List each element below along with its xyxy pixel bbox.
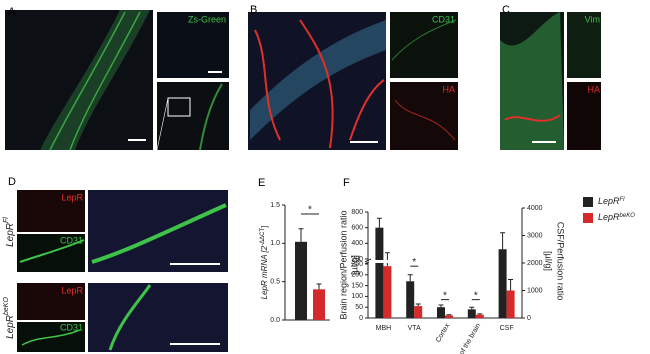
y-tick-label: 1.5 [270,202,280,209]
panel-label: F [343,177,350,189]
legend-label-sup: Fl [620,197,626,203]
y-tick-label: 800 [351,209,363,216]
error-bar [407,274,413,282]
significance-label: * [308,205,312,216]
y2-tick-label: 4000 [527,205,543,212]
error-bar [446,314,452,316]
y-tick-label: 200 [351,272,363,279]
row-label: LepRbeKO [3,297,16,339]
y-tick-label: 200 [351,256,363,263]
y-tick-label: 0.5 [270,279,280,286]
micrograph-d [17,190,228,352]
bar [375,227,384,318]
error-bar [316,283,322,290]
y-tick-label: 100 [351,293,363,300]
error-bar [376,217,382,228]
row-label-text: LepR [5,315,16,339]
y2-axis-label: [µl/g] [544,251,554,271]
panel-label: D [8,176,16,188]
significance-label: * [443,290,447,301]
y-axis-label: LepR mRNA [2-ΔΔCT] [260,226,270,300]
legend-swatch [583,197,593,207]
legend-label: LepRFl [598,196,625,206]
image-label: CD31 [60,322,83,332]
bar [383,266,392,318]
image-label: CD31 [60,235,83,245]
y-axis-label-text: LepR mRNA [2 [260,245,269,299]
error-bar [508,279,514,291]
y2-tick-label: 2000 [527,260,543,267]
micrograph-a [5,10,229,151]
y2-tick-label: 3000 [527,232,543,239]
y-tick-label: 1.0 [270,240,280,247]
bar [467,309,476,318]
error-bar [298,228,304,242]
y-axis-label-end: ] [260,226,269,228]
image-label: HA [587,84,600,94]
y2-tick-label: 1000 [527,287,543,294]
y-tick-label: 0.0 [270,317,280,324]
legend-label-text: LepR [598,196,620,206]
bar [295,241,307,320]
image-label: LepR [61,285,83,295]
row-label: LepRFl [3,217,16,247]
y-axis-label: Brain region/Perfusion ratio [338,210,348,319]
bar [437,307,445,318]
bar [475,314,484,318]
y-axis-label-sup: -ΔΔCT [260,228,266,246]
significance-label: * [412,257,416,268]
x-tick-label: Rest of the brain [450,322,482,354]
error-bar [415,303,421,307]
image-label: CD31 [432,14,455,24]
x-tick-label: Cortex [435,322,452,344]
y-tick-label: 150 [351,282,363,289]
error-bar [384,252,390,267]
axis-break-gap [369,260,402,263]
y-tick-label: 250 [351,261,363,268]
image-label: LepR [61,192,83,202]
image-label: Vim [585,14,600,24]
error-bar [438,304,444,308]
panel-label: E [258,177,265,189]
error-bar [469,306,475,310]
micrograph-c [500,12,601,150]
micrograph-b [248,12,458,150]
bar [498,249,507,318]
error-bar [500,232,506,250]
y2-tick-label: 0 [527,315,531,322]
image-label: HA [442,84,455,94]
panel-label: C [502,4,510,16]
bar [414,306,423,318]
panel-label: B [250,4,257,16]
bar [445,315,453,318]
y-tick-label: 0 [359,315,363,322]
y-tick-label: 400 [351,240,363,247]
x-tick-label: MBH [376,325,392,332]
row-label-text: LepR [5,223,16,247]
bar [406,281,415,318]
legend-label-sup: beKO [620,213,636,219]
y2-axis-label: CSF/Perfusion ratio [556,222,566,301]
y-tick-label: 600 [351,225,363,232]
y-axis-label: [µl/g] [349,255,359,275]
legend-swatch [583,213,593,223]
legend-label: LepRbeKO [598,212,635,222]
y-tick-label: 50 [355,304,363,311]
legend-label-text: LepR [598,212,620,222]
x-tick-label: VTA [408,325,421,332]
bar [506,290,515,318]
image-label: Zs-Green [188,14,226,24]
x-tick-label: CSF [500,325,514,332]
row-label-sup: beKO [3,297,10,315]
significance-label: * [474,290,478,301]
panel-label: A [8,6,16,18]
error-bar [477,313,483,315]
row-label-sup: Fl [3,217,10,223]
bar [313,289,325,320]
